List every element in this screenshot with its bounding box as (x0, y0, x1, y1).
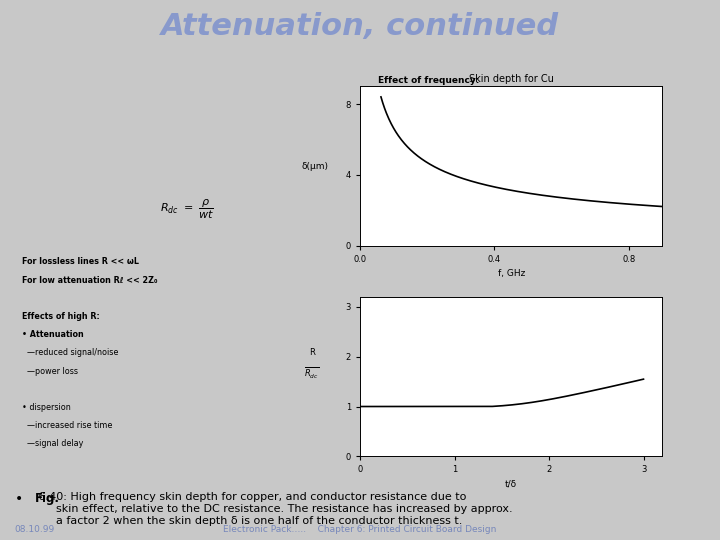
Title: Skin depth for Cu: Skin depth for Cu (469, 74, 554, 84)
Text: For lossless lines R << ωL: For lossless lines R << ωL (22, 257, 138, 266)
Text: $R_{dc}\ =\ \dfrac{\rho}{wt}$: $R_{dc}\ =\ \dfrac{\rho}{wt}$ (161, 198, 214, 221)
Text: For low attenuation Rℓ << 2Z₀: For low attenuation Rℓ << 2Z₀ (22, 275, 157, 285)
Text: Effect of frequency:: Effect of frequency: (378, 77, 479, 85)
Text: $\overline{R_{dc}}$: $\overline{R_{dc}}$ (304, 366, 319, 381)
Text: R: R (309, 348, 315, 357)
Y-axis label: δ(μm): δ(μm) (302, 161, 328, 171)
Text: —power loss: —power loss (22, 367, 78, 376)
Text: Attenuation, continued: Attenuation, continued (161, 12, 559, 41)
Text: Fig.: Fig. (35, 492, 60, 505)
Text: 08.10.99: 08.10.99 (14, 524, 55, 534)
Text: 6.40: High frequency skin depth for copper, and conductor resistance due to
    : 6.40: High frequency skin depth for copp… (35, 492, 512, 525)
X-axis label: t/δ: t/δ (505, 480, 517, 489)
Text: —increased rise time: —increased rise time (22, 421, 112, 430)
Text: • Attenuation: • Attenuation (22, 330, 84, 339)
Text: •: • (14, 492, 22, 507)
X-axis label: f, GHz: f, GHz (498, 269, 525, 278)
Text: Effects of high R:: Effects of high R: (22, 312, 99, 321)
Text: Electronic Pack…..    Chapter 6: Printed Circuit Board Design: Electronic Pack….. Chapter 6: Printed Ci… (223, 524, 497, 534)
Text: —signal delay: —signal delay (22, 440, 83, 448)
Text: • dispersion: • dispersion (22, 403, 71, 412)
Text: —reduced signal/noise: —reduced signal/noise (22, 348, 118, 357)
